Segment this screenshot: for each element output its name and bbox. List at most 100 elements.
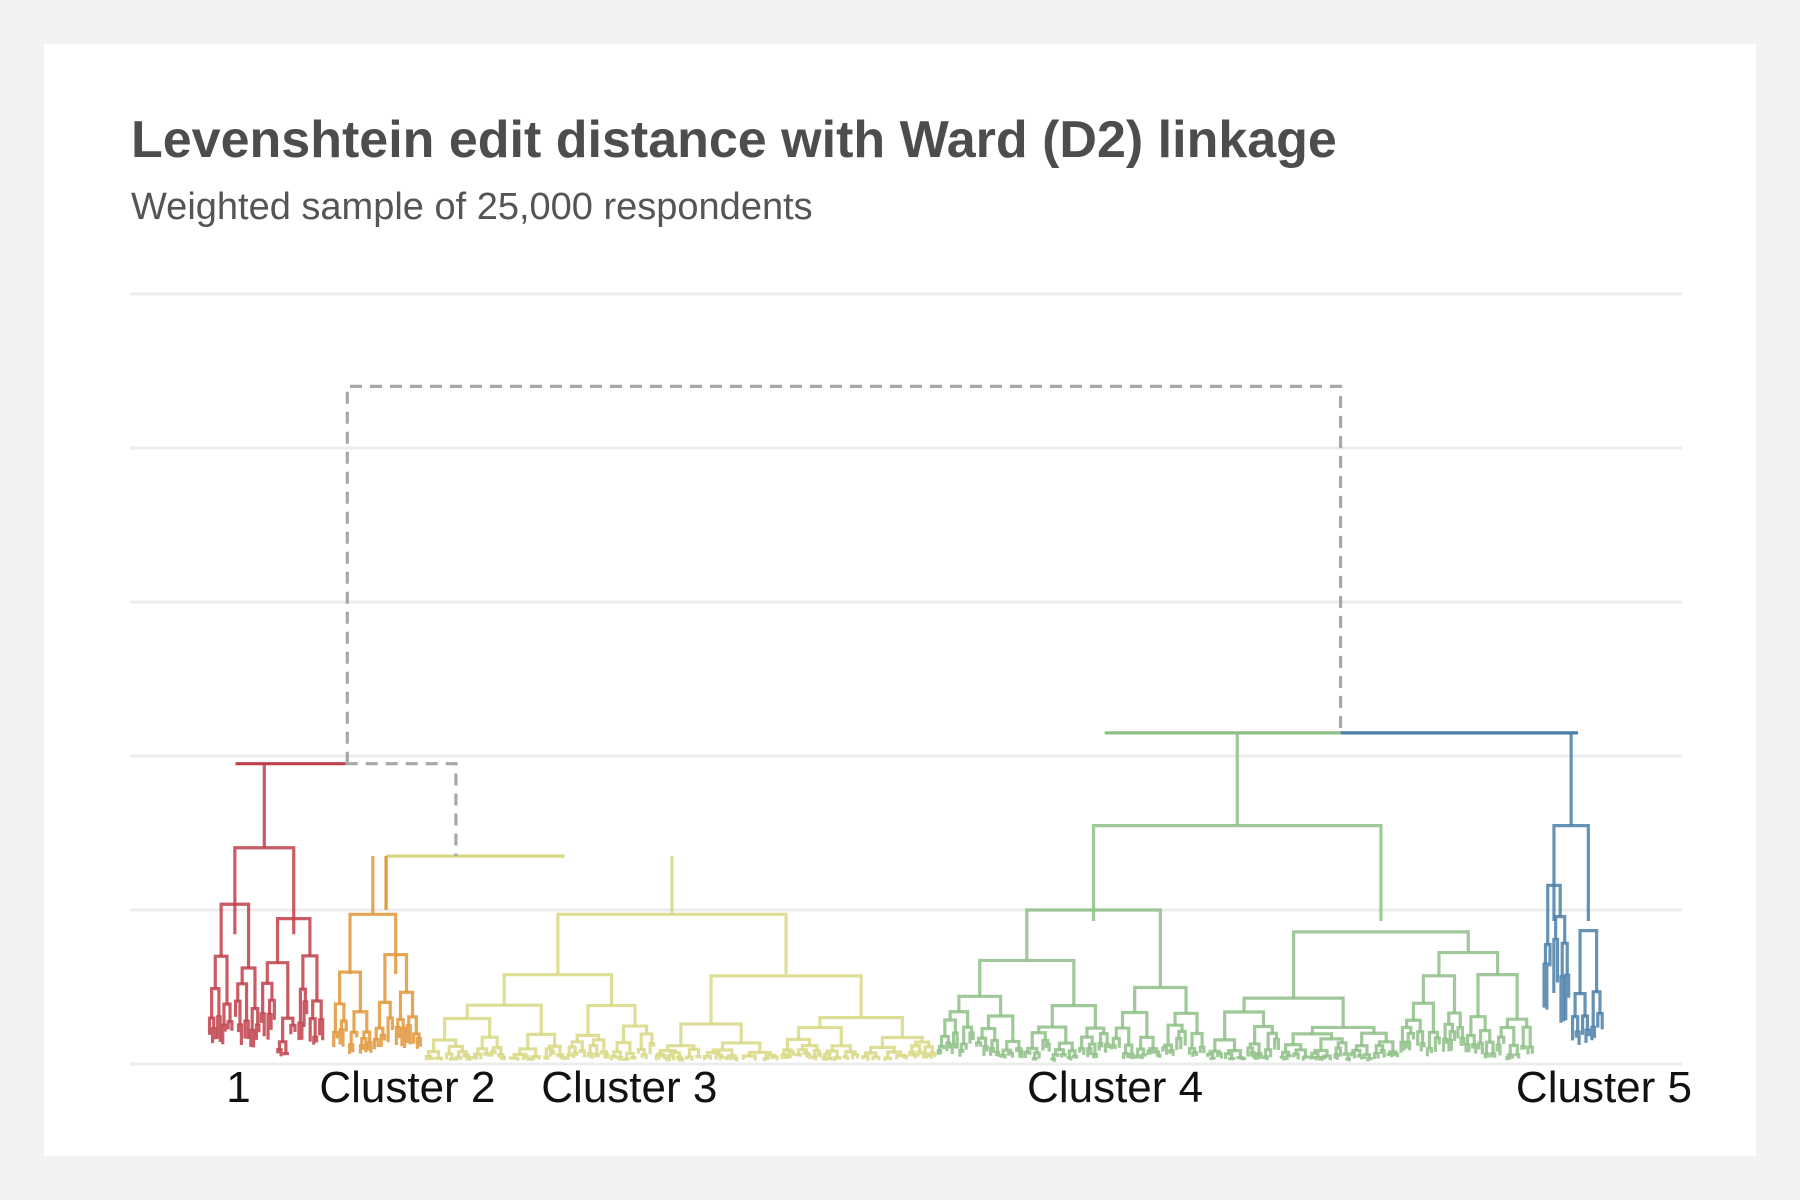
cluster-4-branch <box>1209 1056 1216 1061</box>
cluster-3-branch <box>927 1053 933 1059</box>
cluster-4-branch <box>1120 1010 1149 1038</box>
cluster-2-branch <box>386 1016 395 1043</box>
cluster-4-branch <box>1292 930 1470 999</box>
cluster-1-branch <box>266 1012 273 1040</box>
cluster-5-branch <box>1552 937 1560 993</box>
cluster-4-branch <box>982 1045 989 1056</box>
cluster-4-branch <box>1411 1001 1435 1033</box>
cluster-4-branch <box>1447 1038 1453 1052</box>
cluster-4-branch <box>1374 1044 1385 1054</box>
cluster-3-branch <box>465 1055 472 1061</box>
cluster-3-branch <box>685 1055 694 1061</box>
cluster-3-branch <box>812 1049 821 1058</box>
cluster-4-branch <box>1264 1048 1273 1058</box>
cluster-4-branch <box>1514 1053 1521 1059</box>
cluster-4-branch <box>1291 1032 1334 1045</box>
cluster-4-branch <box>1173 1011 1199 1034</box>
cluster-4-branch <box>1441 1037 1449 1052</box>
cluster-4-branch <box>1310 1051 1320 1058</box>
cluster-3-branch <box>593 1052 600 1058</box>
cluster-2-branch <box>360 1036 368 1053</box>
cluster-1-branch <box>302 1000 309 1027</box>
cluster-5-branch <box>1542 962 1549 1010</box>
cluster-3-branch <box>805 1053 812 1060</box>
cluster-3-branch <box>586 1051 594 1059</box>
cluster-3-branch <box>830 1044 853 1052</box>
cluster-4-branch <box>1006 1051 1014 1058</box>
cluster-4-branch <box>1425 1047 1434 1057</box>
cluster-3-branch <box>785 1037 812 1050</box>
cluster-4-branch <box>1379 1048 1386 1058</box>
cluster-4-branch <box>1030 1031 1047 1049</box>
cluster-3-branch <box>578 1049 587 1058</box>
cluster-1-branch <box>259 1012 266 1037</box>
cluster-2-branch <box>379 1033 387 1047</box>
cluster-3-branch <box>762 1056 770 1062</box>
cluster-4-branch <box>1419 1042 1426 1052</box>
cluster-3-branch <box>575 1033 601 1042</box>
cluster-4-branch <box>1031 1057 1038 1061</box>
cluster-1-branch <box>282 1051 289 1056</box>
cluster-4-branch <box>1521 1025 1532 1048</box>
cluster-3-branch <box>811 1055 818 1061</box>
cluster-4-root-link <box>1091 824 1383 921</box>
cluster-3-branch <box>794 1053 802 1057</box>
cluster-4-branch <box>1320 1055 1327 1061</box>
cluster-3-branch <box>726 1054 737 1059</box>
cluster-4-branch <box>978 958 1076 1006</box>
cluster-2-branch <box>400 1027 407 1049</box>
cluster-3-branch <box>471 1055 479 1060</box>
cluster-3-branch <box>502 973 614 1006</box>
cluster-4-branch <box>1018 1050 1024 1059</box>
cluster-3-branch <box>448 1057 455 1061</box>
cluster-3-branch <box>609 1054 618 1061</box>
cluster-3-branch <box>497 1052 505 1058</box>
cluster-4-branch <box>1526 1045 1534 1055</box>
cluster-4-branch <box>937 1044 946 1051</box>
cluster-3-branch <box>886 1050 903 1059</box>
cluster-4-branch <box>1098 1032 1109 1045</box>
cluster-4-branch <box>1103 1042 1111 1053</box>
cluster-3-branch <box>491 1046 503 1055</box>
cluster-4-branch <box>1427 1030 1439 1049</box>
cluster-4-branch <box>950 1043 957 1055</box>
cluster-3-branch <box>703 1054 713 1061</box>
cluster-4-branch <box>1122 1052 1130 1060</box>
cluster-1-branch <box>216 1015 222 1042</box>
cluster-3-branch <box>787 1050 796 1057</box>
cluster-2-branch <box>358 1044 365 1054</box>
cluster-4-branch <box>1386 1052 1394 1058</box>
cluster-3-branch <box>832 1056 842 1061</box>
cluster-2-branch <box>415 1036 423 1049</box>
cluster-4-branch <box>1050 1003 1097 1029</box>
cluster-3-branch <box>483 1051 491 1057</box>
cluster-3-branch <box>802 1051 811 1056</box>
cluster-2-branch <box>349 1030 359 1045</box>
cluster-3-branch <box>654 1054 661 1061</box>
cluster-4-branch <box>1025 908 1162 988</box>
cluster-5-branch <box>1578 929 1599 994</box>
cluster-1-branch <box>254 1023 261 1040</box>
cluster-3-branch <box>679 1022 743 1046</box>
cluster-1-branch <box>281 1016 295 1042</box>
cluster-4-branch <box>1334 1046 1342 1057</box>
cluster-1-branch <box>210 1027 217 1044</box>
cluster-label: Cluster 2 <box>319 1063 495 1112</box>
cluster-4-branch <box>1051 1053 1060 1060</box>
cluster-1-branch <box>210 986 221 1019</box>
cluster-3-branch <box>434 1056 444 1061</box>
cluster-1-branch <box>276 1048 283 1057</box>
cluster-4-branch <box>968 1031 975 1044</box>
cluster-3-branch <box>786 1054 792 1060</box>
cluster-4-branch <box>1146 1049 1153 1055</box>
cluster-3-branch <box>850 1053 860 1060</box>
cluster-4-branch <box>1399 1040 1406 1053</box>
cluster-5-branch <box>1596 1011 1604 1030</box>
cluster-4-branch <box>1349 1051 1357 1059</box>
cluster-4-branch <box>1366 1057 1373 1062</box>
cluster-5-branch <box>1590 1025 1597 1041</box>
cluster-3-branch <box>724 1056 732 1061</box>
cluster-4-branch <box>1356 1054 1364 1060</box>
cluster-2-branch <box>405 1024 412 1045</box>
cluster-3-branch <box>780 1053 788 1060</box>
